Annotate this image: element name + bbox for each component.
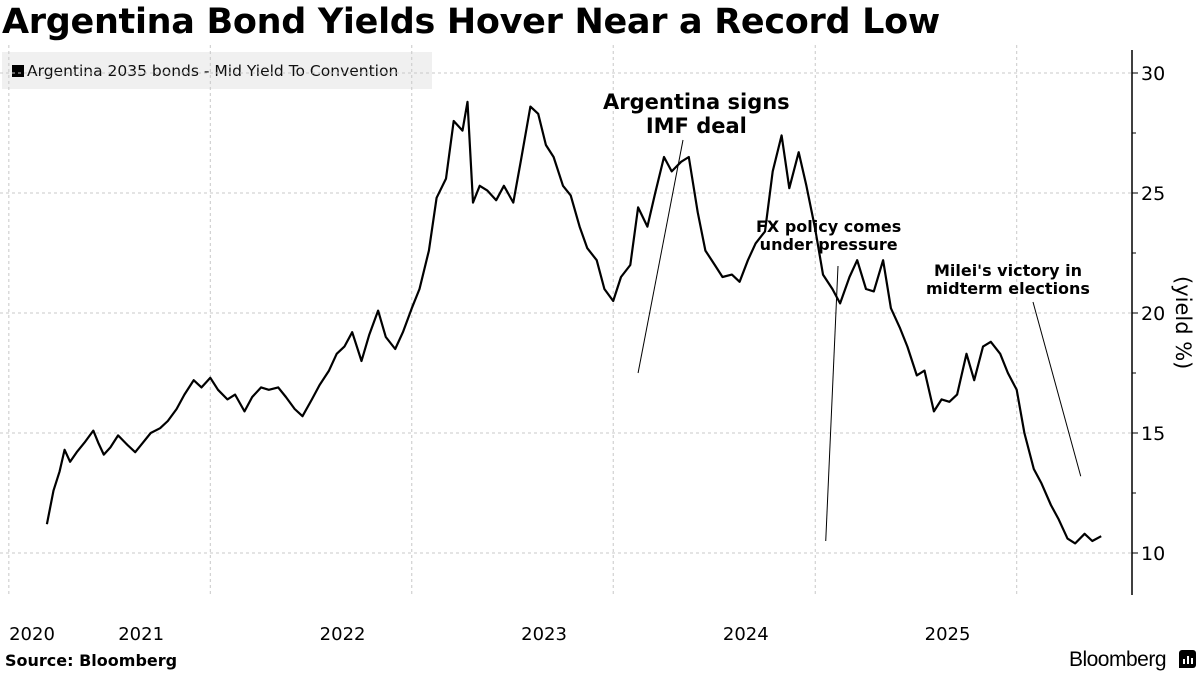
x-tick-label: 2022 xyxy=(320,624,366,645)
y-axis: 10 15 20 25 30 (yield %) xyxy=(1131,50,1195,595)
annotation-label: Milei's victory in midterm elections xyxy=(926,261,1090,299)
legend: Argentina 2035 bonds - Mid Yield To Conv… xyxy=(2,52,432,89)
gridlines xyxy=(0,45,1132,595)
y-tick-label: 20 xyxy=(1141,303,1165,325)
annotation-line: midterm elections xyxy=(926,279,1090,299)
y-tick-label: 10 xyxy=(1141,543,1165,565)
x-tick-label: 2025 xyxy=(925,624,971,645)
annotation-leader-line xyxy=(825,265,839,542)
annotation-label: FX policy comes under pressure xyxy=(756,217,902,255)
y-axis-label: (yield %) xyxy=(1171,276,1195,369)
annotation-line: FX policy comes xyxy=(756,217,902,236)
annotation-line: under pressure xyxy=(759,235,898,255)
chart-title: Argentina Bond Yields Hover Near a Recor… xyxy=(2,2,940,42)
annotation-leader-line xyxy=(637,139,684,374)
annotation-leaders xyxy=(637,139,1082,542)
x-tick-label: 2020 xyxy=(9,624,55,645)
x-axis: 2020 2021 2022 2023 2024 2025 xyxy=(9,624,970,645)
annotation-line: IMF deal xyxy=(645,114,747,139)
series-line xyxy=(45,100,1102,545)
bloomberg-chart-icon xyxy=(1179,650,1196,668)
y-tick-label: 15 xyxy=(1141,423,1165,445)
source-label: Source: Bloomberg xyxy=(5,651,178,670)
x-tick-label: 2021 xyxy=(118,624,164,645)
annotation-line: Milei's victory in xyxy=(933,261,1082,280)
y-tick-label: 25 xyxy=(1141,183,1165,205)
annotation-line: Argentina signs xyxy=(603,90,790,114)
y-tick-label: 30 xyxy=(1141,63,1165,85)
brand-wordmark: Bloomberg xyxy=(1068,648,1167,671)
legend-label: Argentina 2035 bonds - Mid Yield To Conv… xyxy=(27,61,399,80)
x-tick-label: 2024 xyxy=(723,624,769,645)
annotation-leader-line xyxy=(1032,301,1082,477)
x-tick-label: 2023 xyxy=(521,624,567,645)
annotation-label: Argentina signs IMF deal xyxy=(603,90,790,138)
